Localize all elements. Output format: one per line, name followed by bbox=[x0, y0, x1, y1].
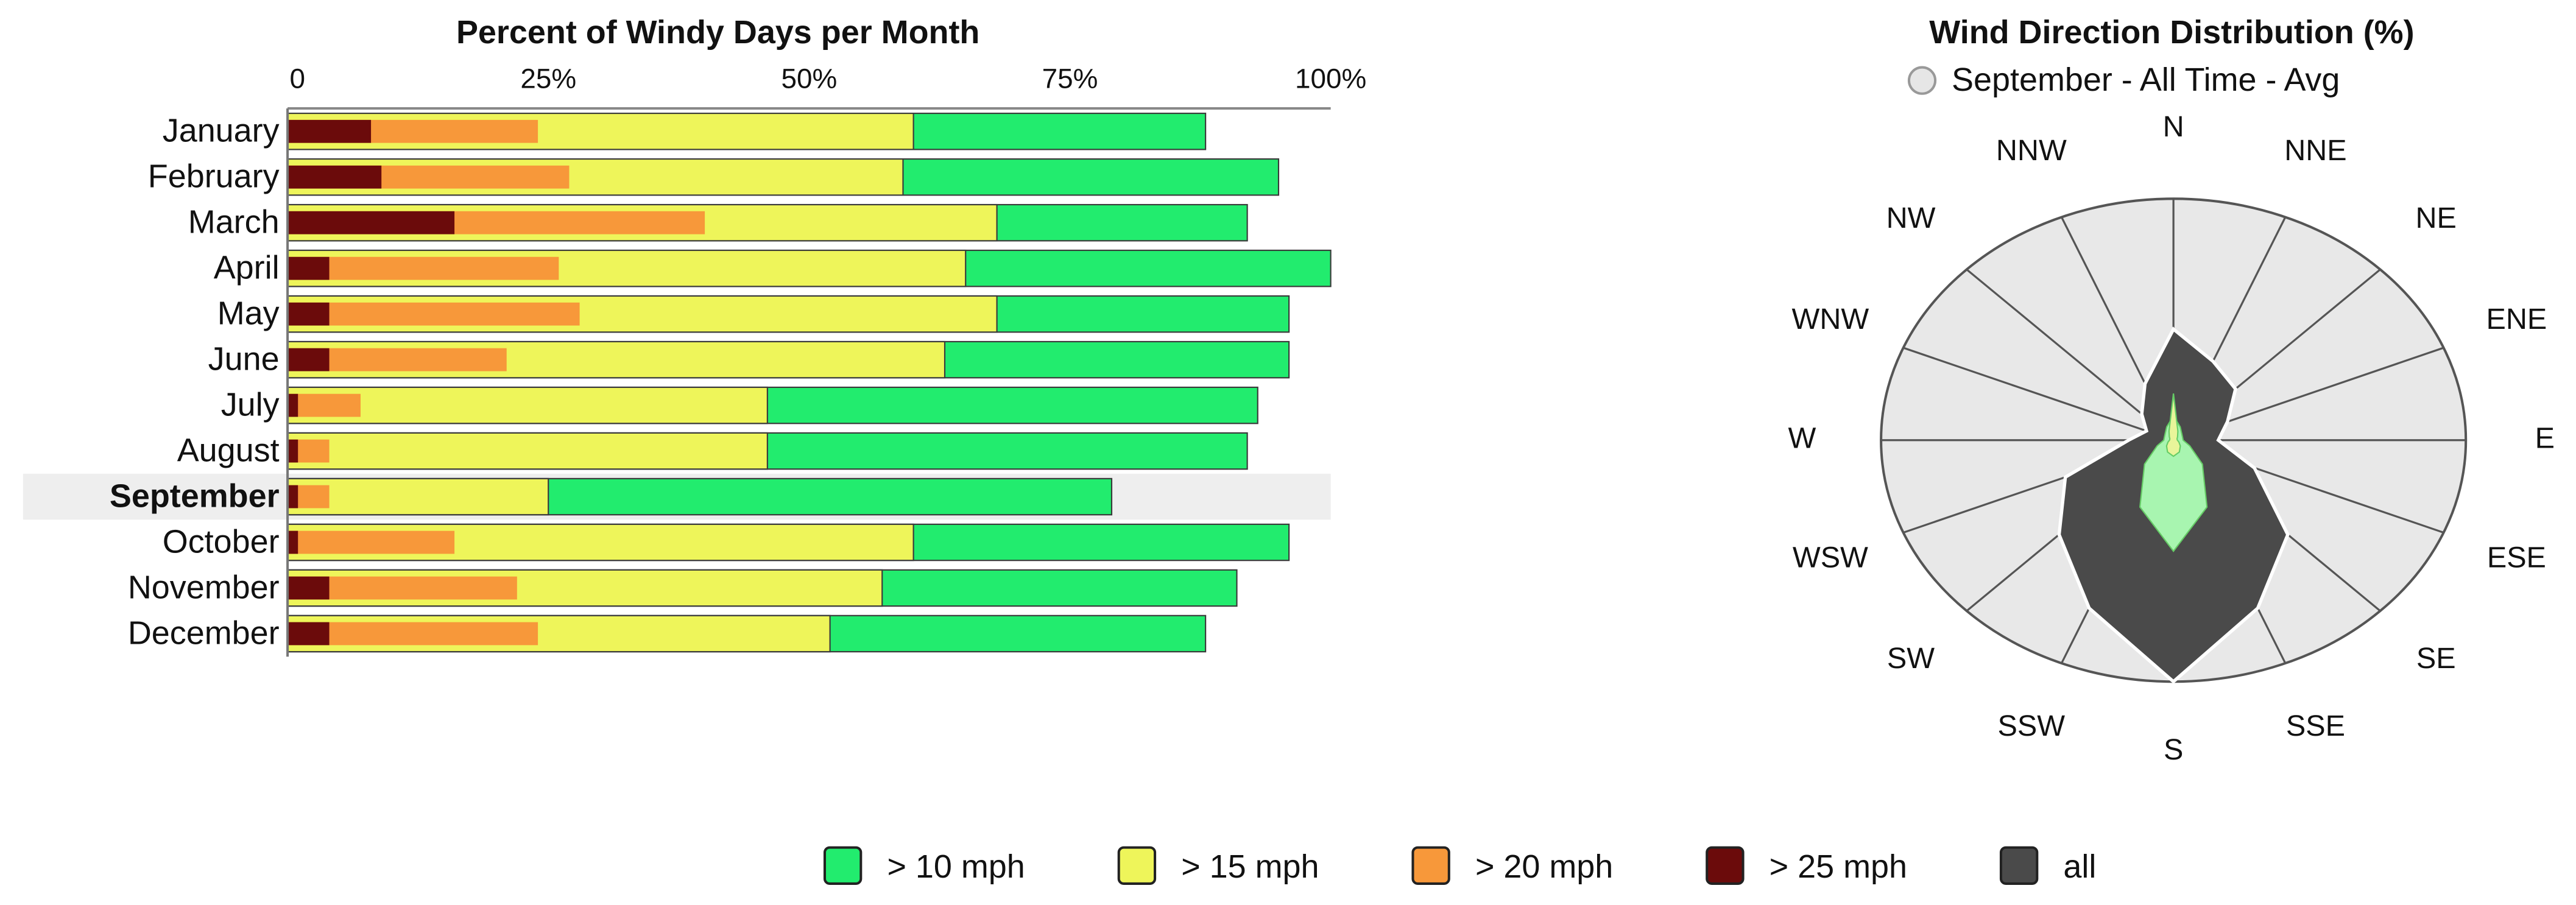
legend-label: > 10 mph bbox=[887, 848, 1025, 885]
bar-segment bbox=[288, 576, 330, 600]
direction-label: NNE bbox=[2284, 134, 2346, 167]
direction-label: E bbox=[2535, 422, 2555, 455]
rose-spoke bbox=[1966, 269, 2175, 442]
bar-segment bbox=[288, 393, 361, 417]
direction-label: NW bbox=[1886, 202, 1936, 234]
y-category-label: August bbox=[177, 432, 280, 469]
x-tick-label: 50% bbox=[781, 63, 837, 94]
direction-label: SSW bbox=[1998, 710, 2066, 742]
bar-segment bbox=[287, 386, 768, 424]
y-category-label: April bbox=[214, 250, 280, 286]
direction-label: WSW bbox=[1793, 541, 1868, 574]
y-category-label: November bbox=[128, 569, 280, 605]
x-tick-label: 100% bbox=[1295, 63, 1366, 94]
bar-segment bbox=[288, 530, 298, 554]
legend-label: all bbox=[2063, 848, 2096, 885]
bar-segment bbox=[288, 348, 330, 372]
legend-swatch bbox=[1411, 846, 1450, 885]
y-category-label: October bbox=[163, 523, 280, 560]
bar-chart-title: Percent of Windy Days per Month bbox=[456, 14, 979, 51]
rose-spoke bbox=[1903, 347, 2174, 442]
x-tick-label: 75% bbox=[1042, 63, 1098, 94]
bar-segment bbox=[288, 165, 382, 189]
legend-swatch bbox=[823, 846, 863, 885]
legend-swatch bbox=[1117, 846, 1157, 885]
direction-label: NE bbox=[2416, 202, 2457, 234]
y-category-label: March bbox=[188, 204, 280, 241]
direction-label: NNW bbox=[1996, 134, 2067, 167]
bar-segment bbox=[288, 439, 298, 463]
direction-label: S bbox=[2164, 733, 2183, 766]
rose-subtitle: September - All Time - Avg bbox=[1952, 62, 2340, 98]
legend-label: > 20 mph bbox=[1475, 848, 1613, 885]
legend-swatch bbox=[1706, 846, 1745, 885]
direction-label: SE bbox=[2416, 642, 2456, 675]
subtitle-marker bbox=[1907, 66, 1937, 95]
direction-label: WNW bbox=[1792, 303, 1869, 336]
bar-segment bbox=[288, 256, 559, 280]
y-category-label: September bbox=[110, 477, 280, 514]
x-tick-label: 25% bbox=[520, 63, 576, 94]
bar-segment bbox=[288, 393, 298, 417]
rose-area bbox=[2165, 393, 2181, 457]
bar-segment bbox=[288, 302, 330, 326]
bar-segment bbox=[288, 302, 580, 326]
legend-label: > 25 mph bbox=[1770, 848, 1907, 885]
legend-swatch bbox=[1999, 846, 2039, 885]
bar-segment bbox=[288, 119, 372, 143]
direction-label: ENE bbox=[2486, 303, 2547, 336]
bar-segment bbox=[288, 485, 298, 509]
legend-label: > 15 mph bbox=[1181, 848, 1319, 885]
direction-label: W bbox=[1788, 422, 1816, 455]
rose-area bbox=[2139, 415, 2208, 552]
y-category-label: July bbox=[221, 387, 280, 423]
y-category-label: June bbox=[208, 341, 280, 378]
bar-segment bbox=[287, 432, 768, 470]
y-category-label: May bbox=[217, 295, 280, 332]
direction-label: SW bbox=[1887, 642, 1935, 675]
rose-title: Wind Direction Distribution (%) bbox=[1929, 14, 2414, 51]
bar-segment bbox=[288, 622, 330, 646]
y-category-label: December bbox=[128, 614, 280, 651]
y-category-label: January bbox=[163, 113, 280, 149]
x-tick-label: 0 bbox=[290, 63, 306, 94]
bar-segment bbox=[287, 477, 549, 516]
bar-segment bbox=[288, 256, 330, 280]
bar-segment bbox=[288, 211, 455, 234]
direction-label: SSE bbox=[2286, 710, 2345, 742]
bar-segment bbox=[288, 530, 455, 554]
y-category-label: February bbox=[148, 158, 280, 195]
direction-label: N bbox=[2163, 110, 2184, 143]
direction-label: ESE bbox=[2487, 541, 2546, 574]
